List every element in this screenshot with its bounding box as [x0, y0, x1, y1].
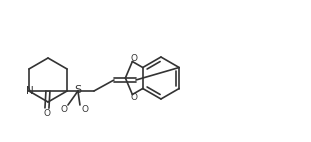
Text: O: O [44, 108, 50, 117]
Text: O: O [60, 106, 67, 114]
Text: N: N [26, 86, 34, 96]
Text: O: O [81, 106, 88, 114]
Text: O: O [131, 93, 138, 102]
Text: O: O [131, 54, 138, 63]
Text: S: S [74, 85, 81, 95]
